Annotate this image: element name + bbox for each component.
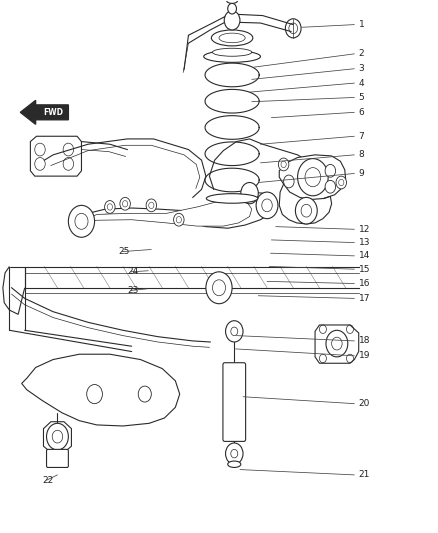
Text: 15: 15 [359,265,370,273]
Polygon shape [3,266,25,314]
Text: 25: 25 [119,247,130,256]
Text: 24: 24 [127,268,138,276]
Circle shape [206,272,232,304]
Polygon shape [77,192,274,228]
Circle shape [241,182,258,204]
Text: 1: 1 [359,20,364,29]
Polygon shape [21,354,180,426]
Text: 9: 9 [359,169,364,178]
Circle shape [138,386,151,402]
Circle shape [87,384,102,403]
Ellipse shape [212,49,252,56]
Text: 12: 12 [359,225,370,234]
Text: 3: 3 [359,64,364,73]
Circle shape [226,321,243,342]
Text: FWD: FWD [43,108,63,117]
Ellipse shape [212,30,253,46]
Circle shape [120,197,131,210]
Circle shape [146,199,156,212]
Polygon shape [43,422,71,453]
Ellipse shape [204,51,261,62]
Circle shape [219,277,228,288]
FancyBboxPatch shape [223,363,246,441]
Circle shape [219,288,228,298]
Ellipse shape [228,461,241,467]
Text: 20: 20 [359,399,370,408]
Text: 17: 17 [359,294,370,303]
Circle shape [224,11,240,30]
FancyArrow shape [20,100,68,124]
Circle shape [325,180,336,193]
Ellipse shape [206,193,258,203]
Text: 4: 4 [359,78,364,87]
Circle shape [325,165,336,177]
Text: 5: 5 [359,93,364,102]
Circle shape [228,3,237,14]
Text: 21: 21 [359,471,370,479]
Polygon shape [315,325,359,364]
Polygon shape [10,266,25,288]
Circle shape [279,158,289,171]
Circle shape [336,176,346,189]
Polygon shape [279,155,346,199]
Circle shape [297,159,328,196]
Text: 14: 14 [359,252,370,260]
Text: 22: 22 [42,476,53,484]
Circle shape [210,277,219,288]
Circle shape [326,330,348,357]
Circle shape [68,205,95,237]
Circle shape [75,213,88,229]
Text: 19: 19 [359,351,370,360]
Polygon shape [90,199,252,226]
Ellipse shape [226,0,237,3]
Text: 18: 18 [359,336,370,345]
Circle shape [226,443,243,464]
Text: 8: 8 [359,150,364,159]
FancyBboxPatch shape [46,449,68,467]
Circle shape [173,213,184,226]
Circle shape [46,423,68,450]
Circle shape [256,192,278,219]
Text: 6: 6 [359,108,364,117]
Text: 13: 13 [359,238,370,247]
Text: 16: 16 [359,279,370,288]
Circle shape [284,175,294,188]
Circle shape [295,197,317,224]
Text: 23: 23 [127,286,139,295]
Text: 2: 2 [359,50,364,58]
Text: 7: 7 [359,132,364,141]
Circle shape [210,288,219,298]
Circle shape [105,200,115,213]
Ellipse shape [219,33,245,43]
